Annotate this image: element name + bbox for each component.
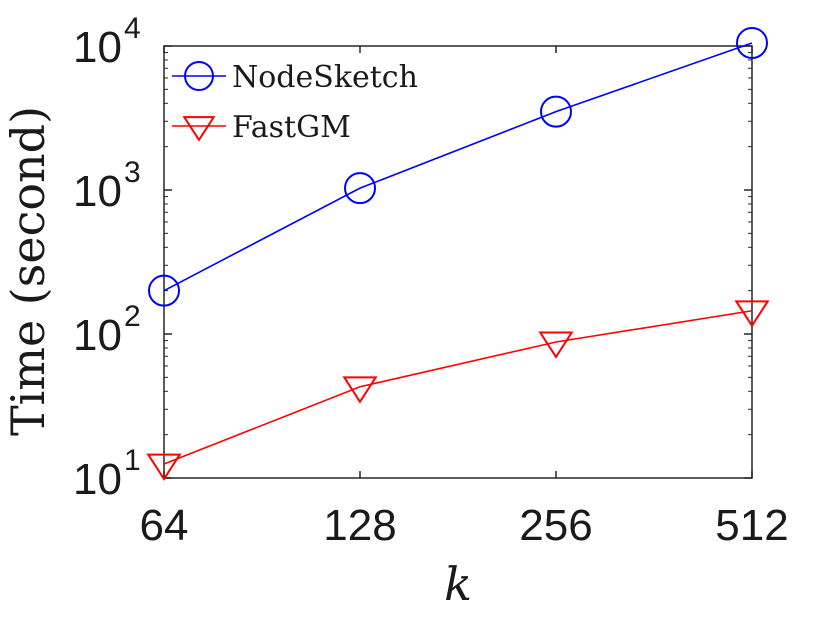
y-tick-label: 10 4 <box>73 12 141 72</box>
series-line <box>163 42 753 292</box>
x-axis: 64 128 256 512 <box>140 46 789 550</box>
data-point <box>182 116 216 142</box>
x-axis-label: k <box>444 557 472 611</box>
data-point <box>146 453 182 481</box>
y-tick-label: 10 2 <box>73 300 141 360</box>
y-tick-base: 10 <box>73 23 122 72</box>
series-nodesketch <box>148 26 768 307</box>
data-point <box>734 300 770 328</box>
plot-box <box>163 45 753 479</box>
x-tick-label: 512 <box>715 501 788 550</box>
y-tick-exponent: 2 <box>124 300 141 333</box>
data-point <box>538 331 574 359</box>
data-point <box>184 61 214 91</box>
x-tick-label: 128 <box>323 501 396 550</box>
y-axis-label: Time (second) <box>1 106 55 436</box>
x-tick-label: 64 <box>140 501 189 550</box>
legend: NodeSketch FastGM <box>172 60 418 145</box>
data-point <box>540 95 572 128</box>
legend-item: NodeSketch <box>172 60 418 95</box>
data-point <box>344 172 376 205</box>
y-tick-exponent: 3 <box>124 156 141 189</box>
y-tick-label: 10 1 <box>73 444 141 504</box>
y-tick-base: 10 <box>73 455 122 504</box>
legend-item: FastGM <box>172 110 351 145</box>
series-layer <box>146 26 770 481</box>
y-tick-base: 10 <box>73 311 122 360</box>
y-tick-exponent: 1 <box>124 444 141 477</box>
x-tick-label: 256 <box>519 501 592 550</box>
series-fastgm <box>146 300 770 481</box>
data-point <box>342 376 378 404</box>
data-point <box>148 274 180 307</box>
y-tick-base: 10 <box>73 167 122 216</box>
y-tick-exponent: 4 <box>124 12 141 45</box>
y-tick-label: 10 3 <box>73 156 141 216</box>
data-point <box>736 26 768 59</box>
plot-area <box>163 45 753 479</box>
series-line <box>163 309 753 465</box>
legend-label: NodeSketch <box>232 60 418 95</box>
legend-label: FastGM <box>232 110 351 145</box>
